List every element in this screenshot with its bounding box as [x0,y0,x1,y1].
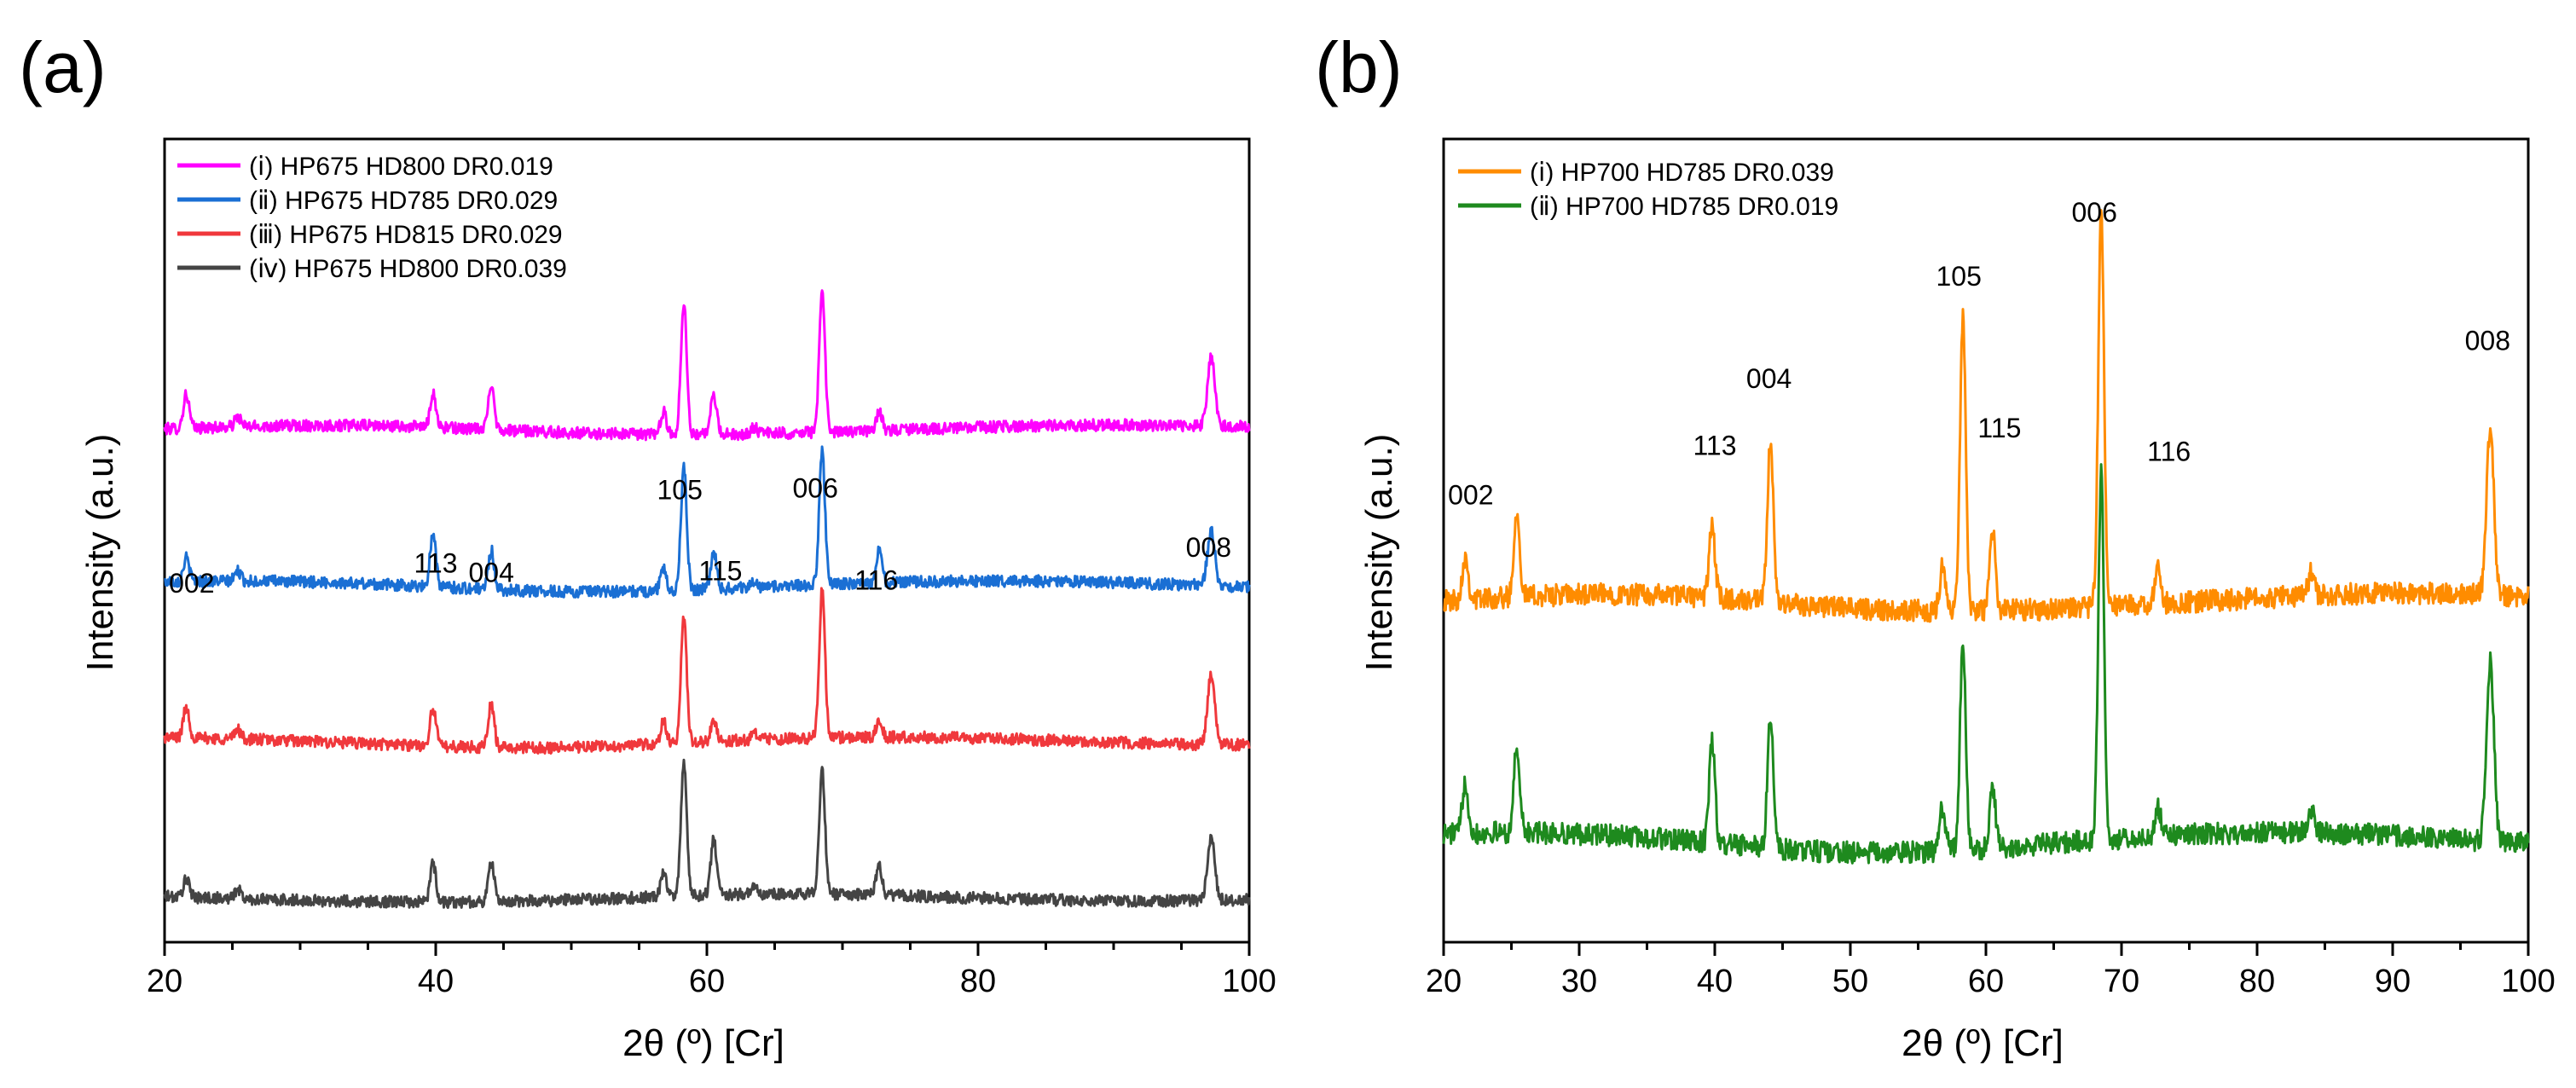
panel-b: (b) 20 30 40 50 60 70 80 90 100 002 113 004 105 115 00… [1315,27,2556,1064]
peak-label: 116 [854,564,898,595]
peak-label: 115 [1977,413,2021,443]
legend-entry: (ⅲ) HP675 HD815 DR0.029 [249,221,563,249]
peak-label: 113 [1693,431,1736,461]
legend-entry: (ⅱ) HP700 HD785 DR0.019 [1530,193,1838,221]
peak-label: 008 [1186,532,1231,563]
panel-a-ylabel: Intensity (a.u.) [79,434,121,672]
x-tick-label: 70 [2104,964,2139,999]
x-tick-label: 100 [1222,964,1276,999]
x-tick-label: 60 [1968,964,2004,999]
legend-entry: (ⅰ) HP700 HD785 DR0.039 [1530,159,1834,187]
series-line-2 [1442,463,2530,865]
series-line-1 [1443,209,2530,623]
peak-label: 002 [169,568,214,599]
series-line-1 [163,289,1251,442]
panel-b-ylabel: Intensity (a.u.) [1358,434,1400,672]
peak-label: 008 [2465,325,2510,356]
panel-a-plot-area: 20 40 60 80 100 002 113 004 105 115 006 116 008 (ⅰ) H… [147,137,1276,999]
peak-label: 105 [1936,261,1982,292]
x-tick-label: 80 [2239,964,2275,999]
peak-label: 116 [2147,436,2191,466]
series-line-2 [164,445,1251,599]
panel-b-xlabel: 2θ (º) [Cr] [1902,1022,2064,1064]
x-tick-label: 40 [418,964,454,999]
peak-label: 002 [1448,480,1493,511]
x-tick-label: 90 [2375,964,2411,999]
plot-frame [1442,137,2530,944]
x-tick-label: 40 [1697,964,1733,999]
x-tick-label: 60 [689,964,725,999]
x-tick-label: 80 [960,964,996,999]
peak-label: 006 [2072,197,2117,228]
panel-a-label: (a) [19,27,107,107]
legend-entry: (ⅱ) HP675 HD785 DR0.029 [249,187,558,215]
x-tick-label: 50 [1832,964,1868,999]
x-tick-label: 100 [2501,964,2555,999]
panel-b-label: (b) [1315,27,1403,107]
peak-label: 006 [793,473,838,504]
peak-label: 113 [414,547,457,578]
peak-label: 004 [1746,363,1792,394]
series-line-3 [163,587,1251,755]
legend-entry: (ⅰ) HP675 HD800 DR0.019 [249,153,553,181]
x-tick-label: 20 [1426,964,1462,999]
x-tick-label: 30 [1561,964,1597,999]
peak-label: 105 [657,474,703,505]
panel-a-xlabel: 2θ (º) [Cr] [622,1022,784,1064]
legend-entry: (ⅳ) HP675 HD800 DR0.039 [249,255,567,283]
peak-label: 115 [698,556,742,587]
x-tick-label: 20 [147,964,182,999]
series-line-4 [163,758,1251,909]
peak-label: 004 [468,557,513,587]
panel-b-plot-area: 20 30 40 50 60 70 80 90 100 002 113 004 105 115 006 116… [1426,137,2556,999]
panel-a: (a) 20 40 60 80 100 002 113 004 105 115 006 116 008 (… [19,27,1276,1064]
